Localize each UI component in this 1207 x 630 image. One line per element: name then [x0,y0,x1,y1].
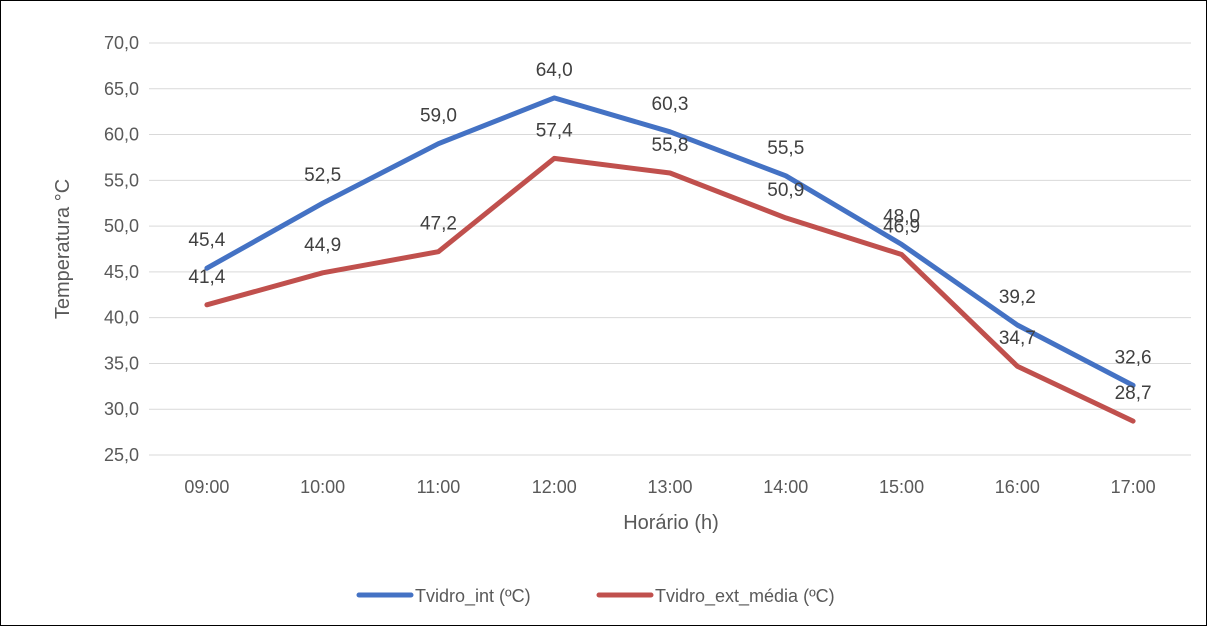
legend-label-1: Tvidro_int (ºC) [415,586,531,607]
data-label: 47,2 [420,214,457,235]
y-tick-label: 25,0 [104,445,139,465]
y-tick-label: 45,0 [104,262,139,282]
y-tick-label: 50,0 [104,216,139,236]
y-tick-label: 60,0 [104,125,139,145]
y-tick-label: 65,0 [104,79,139,99]
x-tick-label: 17:00 [1111,477,1156,497]
x-tick-label: 10:00 [300,477,345,497]
data-label: 64,0 [536,60,573,81]
data-label: 45,4 [188,230,225,251]
x-tick-labels: 09:00 10:00 11:00 12:00 13:00 14:00 15:00 16:00… [184,477,1155,497]
data-label: 55,8 [652,135,689,156]
data-label: 39,2 [999,287,1036,308]
data-label: 41,4 [188,267,225,288]
y-axis-title: Temperatura °C [52,179,74,319]
data-label: 46,9 [883,216,920,237]
x-tick-label: 15:00 [879,477,924,497]
y-tick-label: 30,0 [104,399,139,419]
x-tick-label: 09:00 [184,477,229,497]
x-tick-label: 11:00 [417,477,461,497]
data-label: 55,5 [767,138,804,159]
data-label: 44,9 [304,235,341,256]
y-tick-label: 70,0 [104,33,139,53]
data-label: 34,7 [999,328,1036,349]
x-tick-label: 12:00 [532,477,577,497]
legend: Tvidro_int (ºC) Tvidro_ext_média (ºC) [356,586,835,607]
y-tick-labels: 25,0 30,0 35,0 40,0 45,0 50,0 55,0 60,0 65,0 70,0 [104,33,139,465]
data-label: 57,4 [536,120,573,141]
data-label: 60,3 [652,94,689,115]
data-label: 48,0 [883,206,920,227]
gridlines [149,42,1191,456]
legend-label-2: Tvidro_ext_média (ºC) [655,586,835,607]
x-tick-label: 14:00 [763,477,808,497]
series-line-1 [204,95,1136,388]
series-line-2 [204,155,1136,424]
x-tick-label: 16:00 [995,477,1040,497]
y-tick-label: 55,0 [104,170,139,190]
x-tick-label: 13:00 [647,477,692,497]
data-label: 52,5 [304,165,341,186]
data-label: 32,6 [1115,347,1152,368]
y-tick-label: 40,0 [104,308,139,328]
data-label: 50,9 [767,180,804,201]
x-axis-title: Horário (h) [623,512,719,534]
y-tick-label: 35,0 [104,353,139,373]
data-labels: 45,4 52,5 59,0 64,0 60,3 55,5 48,0 39,2 32,6 41,4… [188,60,1151,404]
series-lines [204,95,1136,424]
data-label: 28,7 [1115,383,1152,404]
data-label: 59,0 [420,106,457,127]
